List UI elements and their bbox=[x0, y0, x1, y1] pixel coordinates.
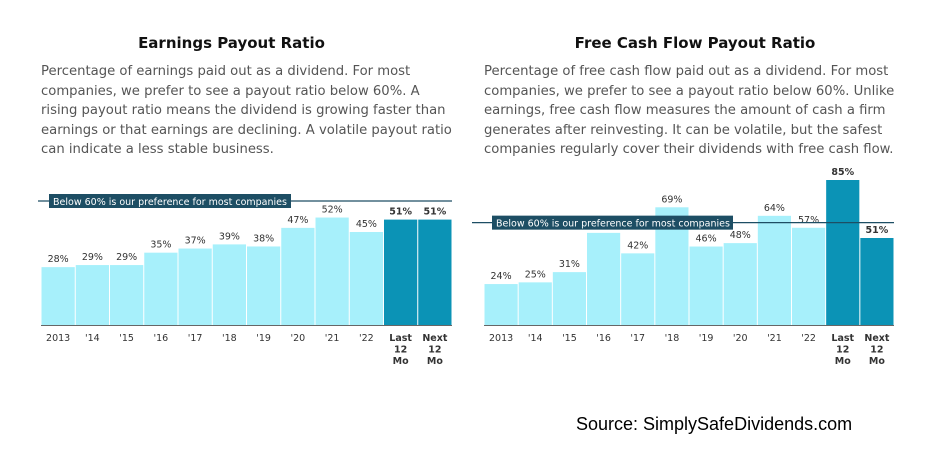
reference-label: Below 60% is our preference for most com… bbox=[496, 218, 730, 229]
reference-label: Below 60% is our preference for most com… bbox=[53, 197, 287, 208]
bar-1 bbox=[75, 265, 109, 325]
tick-label-10: Last 12 Mo bbox=[831, 333, 854, 367]
data-label-11: 51% bbox=[866, 225, 889, 236]
chart-description: Percentage of earnings paid out as a div… bbox=[41, 64, 452, 158]
tick-label-4: '17 bbox=[630, 333, 645, 344]
tick-label-6: '19 bbox=[699, 333, 714, 344]
bar-2 bbox=[552, 272, 586, 325]
data-label-11: 51% bbox=[424, 207, 447, 218]
tick-label-1: '14 bbox=[528, 333, 543, 344]
chart-description: Percentage of free cash flow paid out as… bbox=[484, 64, 895, 158]
data-label-5: 39% bbox=[219, 231, 240, 242]
tick-label-7: '20 bbox=[291, 333, 306, 344]
bar-6 bbox=[689, 246, 723, 325]
tick-label-11: Next 12 Mo bbox=[422, 333, 448, 367]
tick-label-2: '15 bbox=[562, 333, 577, 344]
bar-6 bbox=[247, 246, 281, 325]
data-label-9: 45% bbox=[356, 219, 377, 230]
tick-label-8: '21 bbox=[325, 333, 340, 344]
data-label-0: 28% bbox=[48, 254, 69, 265]
data-label-10: 51% bbox=[389, 207, 412, 218]
data-label-2: 31% bbox=[559, 259, 580, 270]
data-label-8: 52% bbox=[322, 205, 343, 216]
data-label-3: 35% bbox=[150, 240, 171, 251]
bar-0 bbox=[41, 267, 75, 325]
data-label-7: 47% bbox=[287, 215, 308, 226]
data-label-4: 37% bbox=[185, 236, 206, 247]
source-credit: Source: SimplySafeDividends.com bbox=[576, 414, 853, 434]
tick-label-6: '19 bbox=[256, 333, 271, 344]
tick-label-5: '18 bbox=[665, 333, 680, 344]
tick-label-2: '15 bbox=[119, 333, 134, 344]
bar-9 bbox=[792, 227, 826, 325]
bar-3 bbox=[144, 252, 178, 325]
tick-label-1: '14 bbox=[85, 333, 100, 344]
data-label-9: 57% bbox=[798, 215, 819, 226]
reference-label-box bbox=[492, 215, 733, 230]
chart-title: Free Cash Flow Payout Ratio bbox=[574, 34, 816, 52]
bar-9 bbox=[349, 232, 383, 325]
bar-3 bbox=[587, 232, 621, 325]
data-label-7: 48% bbox=[730, 230, 751, 241]
bar-10 bbox=[384, 219, 418, 325]
tick-label-8: '21 bbox=[767, 333, 782, 344]
tick-label-0: 2013 bbox=[46, 333, 70, 344]
bar-10 bbox=[826, 180, 860, 325]
earnings-payout-chart: 28% 2013 29% '14 29% '15 35% '16 37% '17 39% '18 38%… bbox=[38, 194, 452, 367]
bar-4 bbox=[621, 253, 655, 325]
tick-label-9: '22 bbox=[359, 333, 374, 344]
tick-label-10: Last 12 Mo bbox=[389, 333, 412, 367]
data-label-10: 85% bbox=[831, 167, 854, 178]
tick-label-3: '16 bbox=[596, 333, 611, 344]
data-label-5: 69% bbox=[661, 194, 682, 205]
bar-8 bbox=[757, 215, 791, 325]
tick-label-9: '22 bbox=[801, 333, 816, 344]
data-label-4: 42% bbox=[627, 240, 648, 251]
data-label-1: 25% bbox=[525, 269, 546, 280]
bar-8 bbox=[315, 217, 349, 325]
bar-2 bbox=[110, 265, 144, 325]
bar-1 bbox=[518, 282, 552, 325]
tick-label-4: '17 bbox=[188, 333, 203, 344]
bar-0 bbox=[484, 284, 518, 325]
data-label-2: 29% bbox=[116, 252, 137, 263]
data-label-0: 24% bbox=[491, 271, 512, 282]
chart-title: Earnings Payout Ratio bbox=[138, 34, 325, 52]
bar-7 bbox=[723, 243, 757, 325]
data-label-8: 64% bbox=[764, 203, 785, 214]
data-label-6: 46% bbox=[696, 234, 717, 245]
bar-7 bbox=[281, 227, 315, 325]
data-label-1: 29% bbox=[82, 252, 103, 263]
tick-label-5: '18 bbox=[222, 333, 237, 344]
bar-5 bbox=[212, 244, 246, 325]
tick-label-0: 2013 bbox=[489, 333, 513, 344]
tick-label-7: '20 bbox=[733, 333, 748, 344]
bar-4 bbox=[178, 248, 212, 325]
bar-11 bbox=[860, 238, 894, 325]
tick-label-3: '16 bbox=[154, 333, 169, 344]
reference-label-box bbox=[49, 194, 291, 208]
bar-11 bbox=[418, 219, 452, 325]
tick-label-11: Next 12 Mo bbox=[864, 333, 890, 367]
data-label-6: 38% bbox=[253, 233, 274, 244]
